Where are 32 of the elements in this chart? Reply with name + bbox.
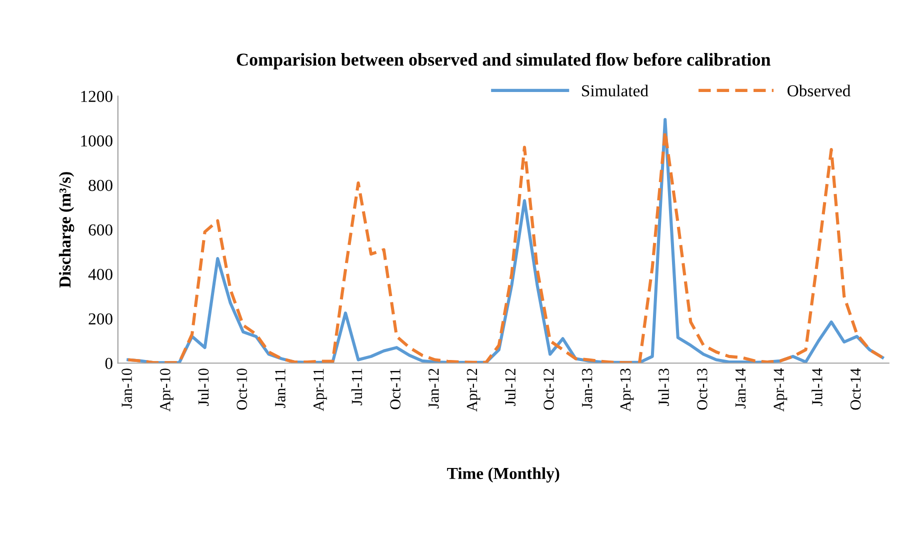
x-tick-label: Oct-11 (390, 368, 400, 410)
x-tick-label: Jan-14 (735, 368, 746, 408)
x-tick-label: Jan-13 (582, 368, 592, 408)
y-tick-label: 0 (105, 358, 112, 370)
x-tick-label: Oct-10 (236, 368, 248, 410)
x-tick-label: Jul-10 (198, 368, 209, 406)
x-tick-label: Jan-11 (275, 368, 286, 408)
y-tick-label: 600 (88, 224, 112, 236)
x-tick-label: Oct-12 (544, 368, 554, 410)
y-tick-label: 400 (88, 268, 112, 280)
x-tick-label: Oct-14 (850, 368, 861, 410)
x-tick-label: Apr-14 (774, 368, 788, 412)
x-tick-label: Jul-13 (658, 368, 669, 406)
x-tick-label: Jul-11 (351, 368, 362, 406)
x-tick-label: Oct-13 (697, 368, 708, 410)
x-tick-label: Apr-13 (620, 368, 634, 412)
legend-label: Simulated (582, 84, 648, 96)
y-tick-label: 800 (88, 180, 112, 192)
x-tick-label: Jul-14 (812, 368, 822, 406)
y-axis-title: Discharge (m³/s) (58, 172, 74, 288)
x-tick-label: Jan-10 (122, 368, 132, 408)
x-tick-label: Apr-11 (314, 368, 327, 412)
x-tick-label: Apr-10 (160, 368, 174, 412)
x-tick-label: Jan-12 (428, 368, 439, 408)
y-tick-label: 200 (88, 313, 112, 325)
legend-label: Observed (788, 84, 851, 96)
chart-title: Comparision between observed and simulated flow before calibration (236, 52, 771, 70)
x-tick-label: Jul-12 (504, 368, 516, 406)
x-axis-title: Time (Monthly) (447, 467, 560, 483)
y-tick-label: 1000 (81, 135, 112, 147)
x-tick-label: Apr-12 (466, 368, 480, 412)
y-tick-label: 1200 (81, 90, 112, 102)
